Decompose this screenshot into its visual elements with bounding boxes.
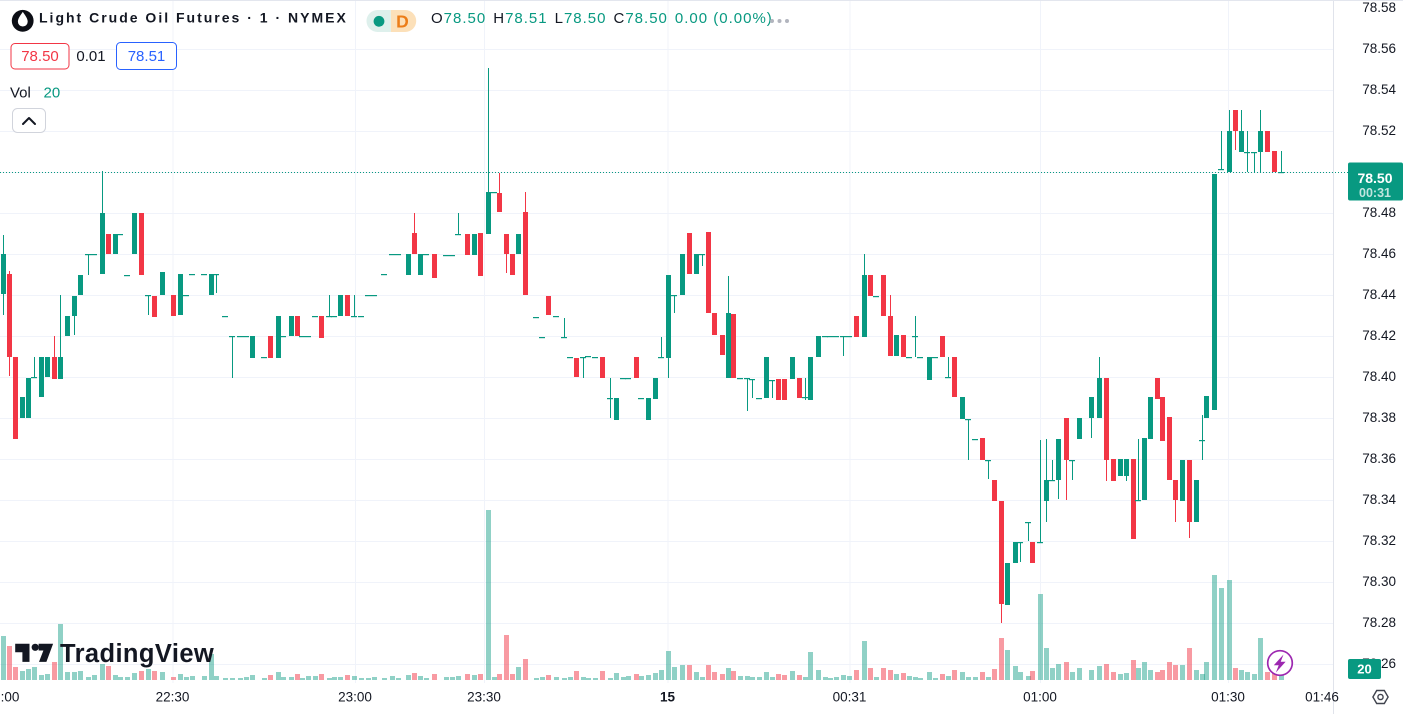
svg-text:78.42: 78.42 xyxy=(1362,328,1396,343)
svg-text:78.40: 78.40 xyxy=(1362,369,1396,384)
svg-text:20: 20 xyxy=(1357,662,1371,677)
svg-text:78.52: 78.52 xyxy=(1362,123,1396,138)
svg-text:Vol: Vol xyxy=(10,84,31,101)
svg-text:78.54: 78.54 xyxy=(1362,82,1396,97)
svg-text:01:00: 01:00 xyxy=(1023,690,1057,705)
svg-text:78.51: 78.51 xyxy=(128,48,166,65)
svg-text:22:30: 22:30 xyxy=(156,690,190,705)
svg-text:78.38: 78.38 xyxy=(1362,410,1396,425)
svg-text:15: 15 xyxy=(660,690,676,705)
svg-text:78.36: 78.36 xyxy=(1362,451,1396,466)
svg-text:0.01: 0.01 xyxy=(76,48,105,65)
svg-text:78.48: 78.48 xyxy=(1362,205,1396,220)
svg-text:D: D xyxy=(396,11,409,31)
svg-text:23:00: 23:00 xyxy=(338,690,372,705)
svg-text:78.28: 78.28 xyxy=(1362,615,1396,630)
svg-text:23:30: 23:30 xyxy=(467,690,501,705)
svg-text:01:46: 01:46 xyxy=(1305,690,1339,705)
svg-text:78.44: 78.44 xyxy=(1362,287,1396,302)
svg-text:78.32: 78.32 xyxy=(1362,533,1396,548)
svg-text:01:30: 01:30 xyxy=(1211,690,1245,705)
svg-text:78.50: 78.50 xyxy=(1357,170,1392,186)
svg-text:78.34: 78.34 xyxy=(1362,492,1396,507)
svg-text:78.58: 78.58 xyxy=(1362,0,1396,15)
svg-text:78.56: 78.56 xyxy=(1362,41,1396,56)
svg-text:00:31: 00:31 xyxy=(1359,186,1391,200)
svg-text:20: 20 xyxy=(44,84,61,101)
svg-text:78.46: 78.46 xyxy=(1362,246,1396,261)
svg-text:TradingView: TradingView xyxy=(60,640,214,668)
svg-text:78.30: 78.30 xyxy=(1362,574,1396,589)
svg-text:78.50: 78.50 xyxy=(21,48,59,65)
svg-text:Light Crude Oil Futures · 1 ·: Light Crude Oil Futures · 1 · NYMEX xyxy=(39,10,348,26)
svg-text:00:31: 00:31 xyxy=(833,690,867,705)
svg-text::00: :00 xyxy=(1,690,20,705)
